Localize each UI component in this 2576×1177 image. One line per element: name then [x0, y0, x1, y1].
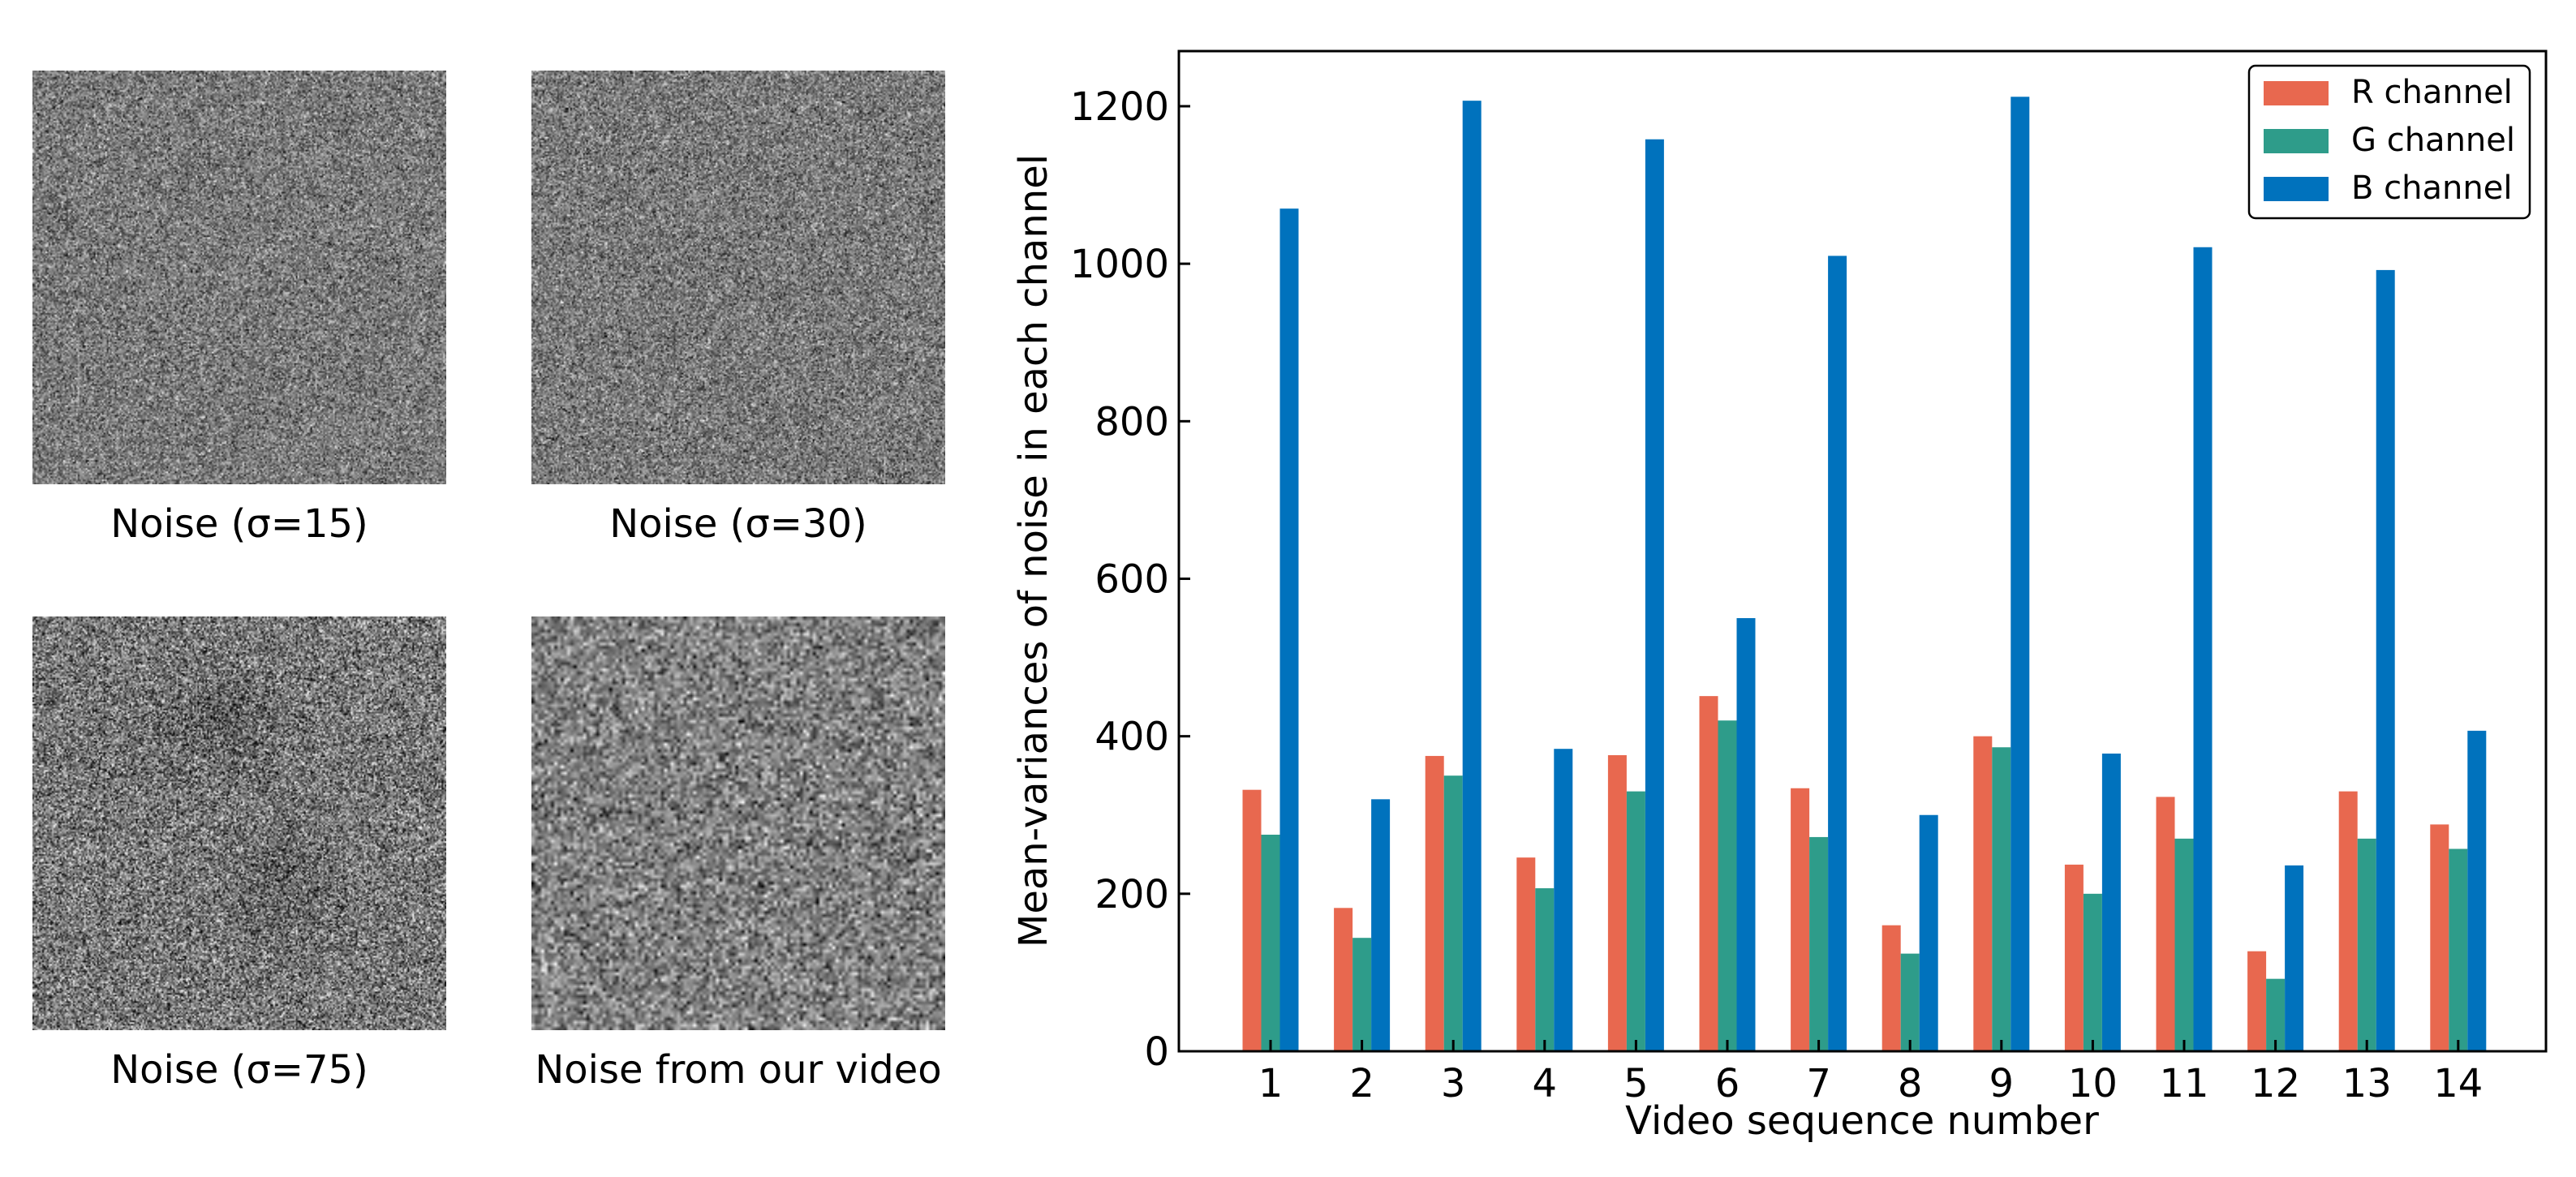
noise-caption-sigma75: Noise (σ=75) — [110, 1047, 368, 1093]
bar-b-channel-10 — [2101, 754, 2121, 1051]
bar-r-channel-9 — [1973, 736, 1993, 1051]
x-tick-label: 10 — [2068, 1061, 2118, 1106]
bar-r-channel-1 — [1242, 789, 1262, 1051]
bar-b-channel-9 — [2010, 97, 2030, 1052]
bar-g-channel-7 — [1809, 836, 1829, 1051]
bar-r-channel-7 — [1791, 788, 1810, 1051]
legend-label-b-channel: B channel — [2351, 170, 2512, 207]
y-tick-label: 600 — [1094, 556, 1169, 602]
bar-r-channel-11 — [2156, 797, 2175, 1051]
y-tick-label: 800 — [1094, 399, 1169, 445]
x-axis-label: Video sequence number — [1625, 1098, 2099, 1144]
noise-image-sigma30 — [531, 71, 945, 484]
bar-b-channel-3 — [1462, 101, 1482, 1052]
bar-b-channel-6 — [1736, 618, 1756, 1051]
y-tick-label: 0 — [1144, 1029, 1169, 1075]
y-tick-label: 400 — [1094, 715, 1169, 760]
x-tick-label: 11 — [2159, 1061, 2208, 1106]
bar-g-channel-2 — [1353, 938, 1372, 1051]
plot-frame — [1177, 49, 2548, 1053]
legend-swatch-b-channel — [2264, 177, 2329, 201]
bar-g-channel-14 — [2449, 848, 2468, 1051]
bar-g-channel-1 — [1261, 835, 1280, 1051]
y-tick-label: 1000 — [1070, 242, 1169, 287]
bar-r-channel-12 — [2247, 951, 2267, 1051]
y-tick-label: 1200 — [1070, 84, 1169, 130]
bar-b-channel-2 — [1371, 799, 1391, 1051]
x-tick-label: 13 — [2342, 1061, 2392, 1106]
bar-g-channel-8 — [1900, 953, 1920, 1051]
x-tick-label: 1 — [1258, 1061, 1284, 1106]
bar-b-channel-13 — [2376, 269, 2395, 1052]
bar-b-channel-8 — [1919, 814, 1938, 1051]
bar-r-channel-2 — [1334, 908, 1353, 1051]
bar-g-channel-9 — [1992, 747, 2011, 1051]
bar-r-channel-8 — [1881, 925, 1901, 1051]
bar-g-channel-11 — [2174, 838, 2194, 1051]
bar-b-channel-14 — [2467, 730, 2487, 1051]
noise-caption-sigma15: Noise (σ=15) — [110, 501, 368, 547]
legend-swatch-g-channel — [2264, 129, 2329, 153]
bar-g-channel-10 — [2083, 893, 2102, 1051]
x-tick-label: 12 — [2251, 1061, 2300, 1106]
bar-b-channel-1 — [1279, 208, 1299, 1051]
legend-label-r-channel: R channel — [2351, 74, 2513, 111]
bars-layer — [1242, 97, 2487, 1052]
bar-g-channel-4 — [1535, 888, 1555, 1051]
y-axis-label: Mean-variances of noise in each channel — [1011, 154, 1056, 947]
bar-r-channel-4 — [1516, 857, 1536, 1051]
x-tick-label: 5 — [1623, 1061, 1649, 1106]
bar-g-channel-5 — [1626, 791, 1645, 1051]
bar-b-channel-4 — [1554, 749, 1573, 1051]
bar-b-channel-5 — [1645, 139, 1664, 1051]
bar-b-channel-7 — [1828, 256, 1847, 1052]
x-tick-label: 8 — [1898, 1061, 1923, 1106]
bar-g-channel-3 — [1443, 775, 1463, 1051]
bar-r-channel-13 — [2338, 791, 2358, 1051]
noise-image-video — [531, 616, 945, 1030]
bar-b-channel-12 — [2285, 865, 2304, 1051]
bar-r-channel-6 — [1699, 696, 1718, 1051]
noise-image-sigma15 — [32, 71, 446, 484]
legend: R channel G channel B channel — [2247, 64, 2531, 220]
noise-image-sigma75 — [32, 616, 446, 1030]
noise-caption-sigma30: Noise (σ=30) — [609, 501, 867, 547]
bar-r-channel-5 — [1607, 754, 1627, 1051]
legend-swatch-r-channel — [2264, 81, 2329, 105]
x-tick-label: 4 — [1533, 1061, 1558, 1106]
x-tick-label: 14 — [2433, 1061, 2483, 1106]
x-tick-label: 7 — [1806, 1061, 1831, 1106]
bar-g-channel-12 — [2266, 978, 2286, 1051]
legend-label-g-channel: G channel — [2351, 122, 2515, 159]
bar-r-channel-10 — [2064, 864, 2084, 1051]
bar-b-channel-11 — [2193, 247, 2213, 1051]
x-tick-label: 9 — [1989, 1061, 2015, 1106]
y-tick-label: 200 — [1094, 872, 1169, 917]
bar-g-channel-6 — [1718, 720, 1737, 1051]
x-tick-label: 6 — [1715, 1061, 1740, 1106]
x-tick-label: 2 — [1349, 1061, 1374, 1106]
x-tick-label: 3 — [1441, 1061, 1466, 1106]
noise-caption-video: Noise from our video — [535, 1047, 942, 1093]
bar-r-channel-3 — [1425, 755, 1444, 1051]
bar-r-channel-14 — [2430, 824, 2449, 1051]
bar-g-channel-13 — [2357, 838, 2376, 1051]
